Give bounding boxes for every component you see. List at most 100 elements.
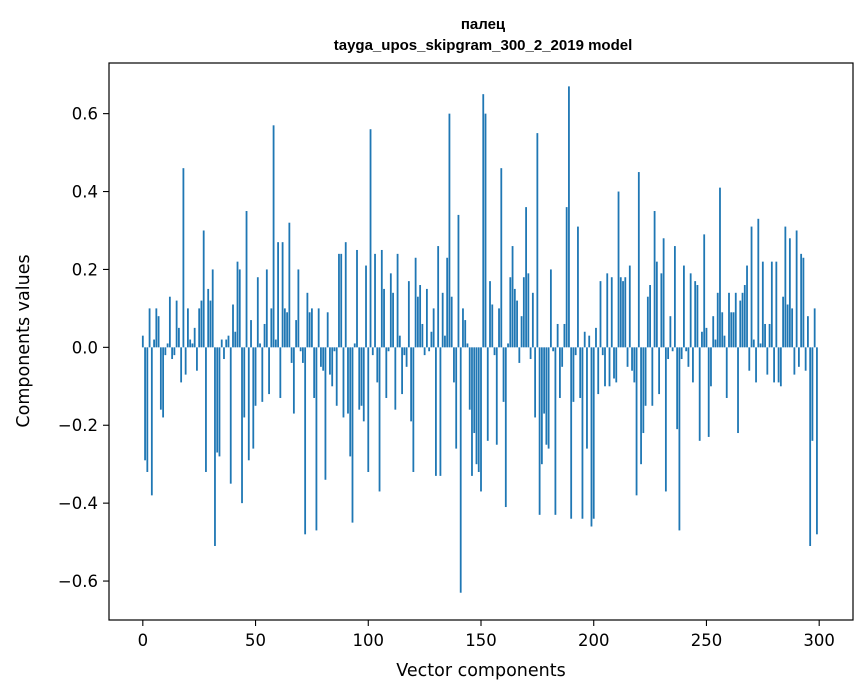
bar [768, 323, 771, 348]
bar [376, 347, 379, 383]
bar [777, 347, 780, 383]
bar [311, 308, 313, 348]
bar [473, 347, 476, 434]
bar [568, 86, 570, 348]
bar [549, 269, 552, 348]
bar [489, 281, 491, 348]
bar [701, 331, 703, 348]
bar [401, 347, 403, 395]
bar [750, 226, 753, 348]
bar [538, 347, 541, 515]
x-tick-label: 150 [465, 631, 497, 650]
bar [797, 347, 800, 367]
bar [552, 347, 555, 352]
bar [816, 347, 818, 535]
bar [807, 316, 809, 348]
bar [759, 343, 762, 348]
bar [813, 308, 816, 348]
bar [229, 347, 232, 484]
bar [723, 335, 726, 348]
bar [317, 308, 320, 348]
bar [387, 347, 390, 352]
bar [356, 249, 358, 348]
bar [313, 347, 316, 398]
bar [349, 347, 352, 457]
bar [184, 347, 187, 375]
bar [259, 343, 261, 348]
bar [232, 304, 234, 348]
bar [804, 347, 807, 371]
bar [453, 347, 455, 383]
x-tick-label: 50 [245, 631, 266, 650]
bar [441, 292, 444, 348]
bar [371, 347, 374, 356]
y-tick-label: 0.6 [72, 105, 98, 124]
bar [509, 277, 512, 348]
bar [556, 323, 559, 348]
bar [385, 347, 388, 398]
bar [256, 277, 259, 348]
bar [146, 347, 149, 472]
bar [730, 312, 733, 348]
bar [329, 347, 331, 375]
bar [534, 347, 537, 418]
bar [664, 347, 667, 492]
y-tick-label: −0.2 [58, 416, 98, 435]
bar [358, 347, 361, 410]
bar [500, 168, 503, 348]
x-tick-label: 200 [578, 631, 610, 650]
bar [288, 222, 291, 348]
bar [504, 347, 507, 508]
bar [559, 347, 561, 398]
bar [583, 331, 586, 348]
bar [446, 257, 449, 348]
bar [480, 347, 482, 492]
bar [466, 343, 469, 348]
bar [304, 347, 307, 535]
bar [432, 308, 435, 348]
y-axis-ticks: 0.6 0.4 0.2 0.0 −0.2 −0.4 −0.6 [58, 105, 109, 591]
bar [651, 347, 654, 406]
bar [527, 273, 530, 348]
bar [642, 347, 645, 434]
bar [698, 347, 701, 441]
bar [252, 347, 255, 449]
bar [207, 288, 210, 348]
bar [214, 347, 216, 546]
bar [265, 269, 268, 348]
bar [430, 331, 433, 348]
bar [800, 253, 803, 348]
bar [272, 125, 275, 348]
bar [459, 347, 462, 593]
bar [450, 296, 453, 348]
bar [520, 316, 523, 348]
bar [315, 347, 318, 531]
bar [622, 281, 624, 348]
bar [326, 312, 329, 348]
y-tick-label: −0.6 [58, 572, 98, 591]
bar [516, 300, 518, 348]
chart-title-line1: палец [461, 16, 506, 33]
x-tick-label: 100 [353, 631, 385, 650]
bar [457, 214, 460, 348]
bar [581, 347, 584, 519]
bar [245, 211, 248, 348]
bar [220, 339, 223, 348]
bar [277, 242, 279, 348]
x-axis-ticks: 0 50 100 150 200 250 300 [138, 620, 835, 650]
bar [536, 133, 539, 348]
bar [423, 347, 426, 356]
bar [531, 292, 534, 348]
bar [633, 347, 636, 383]
bar [606, 273, 609, 348]
bar [685, 347, 688, 352]
chart-title-line2: tayga_upos_skipgram_300_2_2019 model [334, 37, 633, 54]
bar [712, 316, 715, 348]
bar [782, 296, 785, 348]
bar [595, 327, 597, 348]
bar [378, 347, 381, 492]
bar [658, 347, 661, 395]
bar [728, 292, 730, 348]
bar [687, 347, 690, 367]
